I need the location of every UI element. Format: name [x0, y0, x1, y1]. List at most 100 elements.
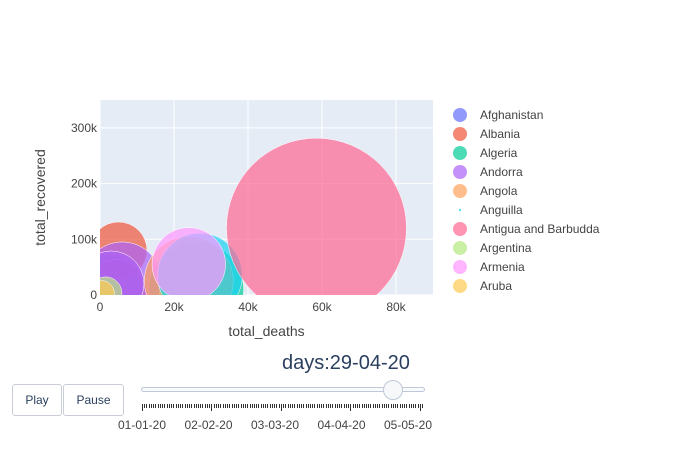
slider-tick [301, 404, 303, 408]
slider-tick [162, 404, 164, 408]
slider-tick [370, 404, 372, 408]
legend-entry: Armenia [480, 260, 525, 274]
slider-tick [318, 404, 320, 408]
pause-button[interactable]: Pause [63, 384, 124, 416]
day-slider-track[interactable] [141, 387, 425, 392]
slider-tick [251, 404, 253, 408]
legend-entry: Argentina [480, 241, 532, 255]
slider-tick [415, 404, 417, 408]
slider-tick [150, 404, 152, 408]
slider-tick [157, 404, 159, 408]
slider-tick [345, 404, 347, 408]
slider-tick [413, 404, 415, 408]
slider-tick [233, 404, 235, 408]
legend-entry: Andorra [480, 165, 523, 179]
slider-tick [213, 404, 215, 408]
slider-tick [336, 404, 338, 408]
slider-tick [307, 404, 309, 408]
slider-tick [164, 404, 166, 408]
slider-tick [155, 404, 157, 408]
slider-tick [287, 404, 289, 408]
slider-tick [419, 404, 421, 411]
legend-marker [453, 279, 467, 293]
day-slider-handle[interactable] [382, 380, 403, 400]
slider-tick [180, 404, 182, 408]
slider-tick [271, 404, 273, 408]
slider-tick [325, 404, 327, 408]
slider-tick [386, 404, 388, 408]
slider-tick [422, 404, 423, 408]
slider-tick [363, 404, 365, 408]
slider-tick [303, 404, 305, 408]
slider-tick [357, 404, 359, 408]
slider-tick [289, 404, 291, 408]
slider-label: 03-03-20 [250, 418, 300, 432]
slider-tick [254, 404, 255, 408]
x-tick-label: 40k [238, 300, 258, 314]
slider-tick [379, 404, 381, 408]
slider-tick [408, 404, 410, 408]
slider-tick [200, 404, 202, 408]
slider-tick [171, 404, 173, 408]
x-tick-label: 80k [386, 300, 406, 314]
bubble-point [226, 137, 407, 295]
slider-tick [354, 404, 356, 408]
slider-tick [231, 404, 233, 408]
slider-tick [177, 404, 179, 408]
slider-tick [310, 404, 311, 408]
slider-tick [323, 404, 325, 408]
slider-tick [211, 404, 213, 411]
slider-tick [401, 404, 403, 408]
slider-tick [274, 404, 276, 408]
slider-tick [417, 404, 419, 408]
x-axis-title: total_deaths [228, 323, 304, 339]
x-tick-label: 20k [164, 300, 184, 314]
slider-tick [332, 404, 334, 408]
slider-tick [361, 404, 363, 408]
slider-tick [236, 404, 238, 408]
legend-entry: Aruba [480, 279, 512, 293]
x-tick-label: 0 [97, 300, 104, 314]
play-button[interactable]: Play [12, 384, 62, 416]
slider-tick [383, 404, 385, 408]
slider-tick [339, 404, 341, 408]
slider-tick [352, 404, 354, 408]
slider-tick [238, 404, 240, 408]
slider-label: 04-04-20 [317, 418, 366, 432]
slider-tick [191, 404, 193, 408]
slider-tick [240, 404, 242, 408]
slider-tick [404, 404, 406, 408]
slider-tick [166, 404, 168, 408]
slider-tick [146, 404, 148, 408]
slider-tick [262, 404, 264, 408]
slider-tick [204, 404, 206, 408]
slider-label: 02-02-20 [184, 418, 233, 432]
slider-tick [247, 404, 249, 408]
bubble-layer [100, 137, 407, 295]
slider-tick [399, 404, 401, 408]
slider-tick [142, 404, 143, 411]
slider-tick [159, 404, 161, 408]
legend-entry: Anguilla [480, 203, 523, 217]
slider-tick [193, 404, 195, 408]
slider-tick [359, 404, 361, 408]
legend-marker [453, 165, 467, 179]
slider-tick [392, 404, 394, 408]
y-tick-label: 300k [71, 121, 98, 135]
slider-tick [184, 404, 186, 408]
slider-tick [330, 404, 332, 408]
slider-label: 01-01-20 [117, 418, 167, 432]
slider-tick [372, 404, 374, 408]
x-tick-label: 60k [312, 300, 332, 314]
legend-marker [453, 241, 467, 255]
slider-tick [175, 404, 177, 408]
slider-tick [258, 404, 260, 408]
slider-tick [229, 404, 231, 408]
legend-entry: Albania [480, 127, 520, 141]
slider-tick [245, 404, 247, 408]
slider-tick [366, 404, 367, 408]
legend-marker [453, 222, 467, 236]
slider-tick [395, 404, 397, 408]
y-tick-label: 200k [71, 177, 98, 191]
slider-tick [222, 404, 224, 408]
